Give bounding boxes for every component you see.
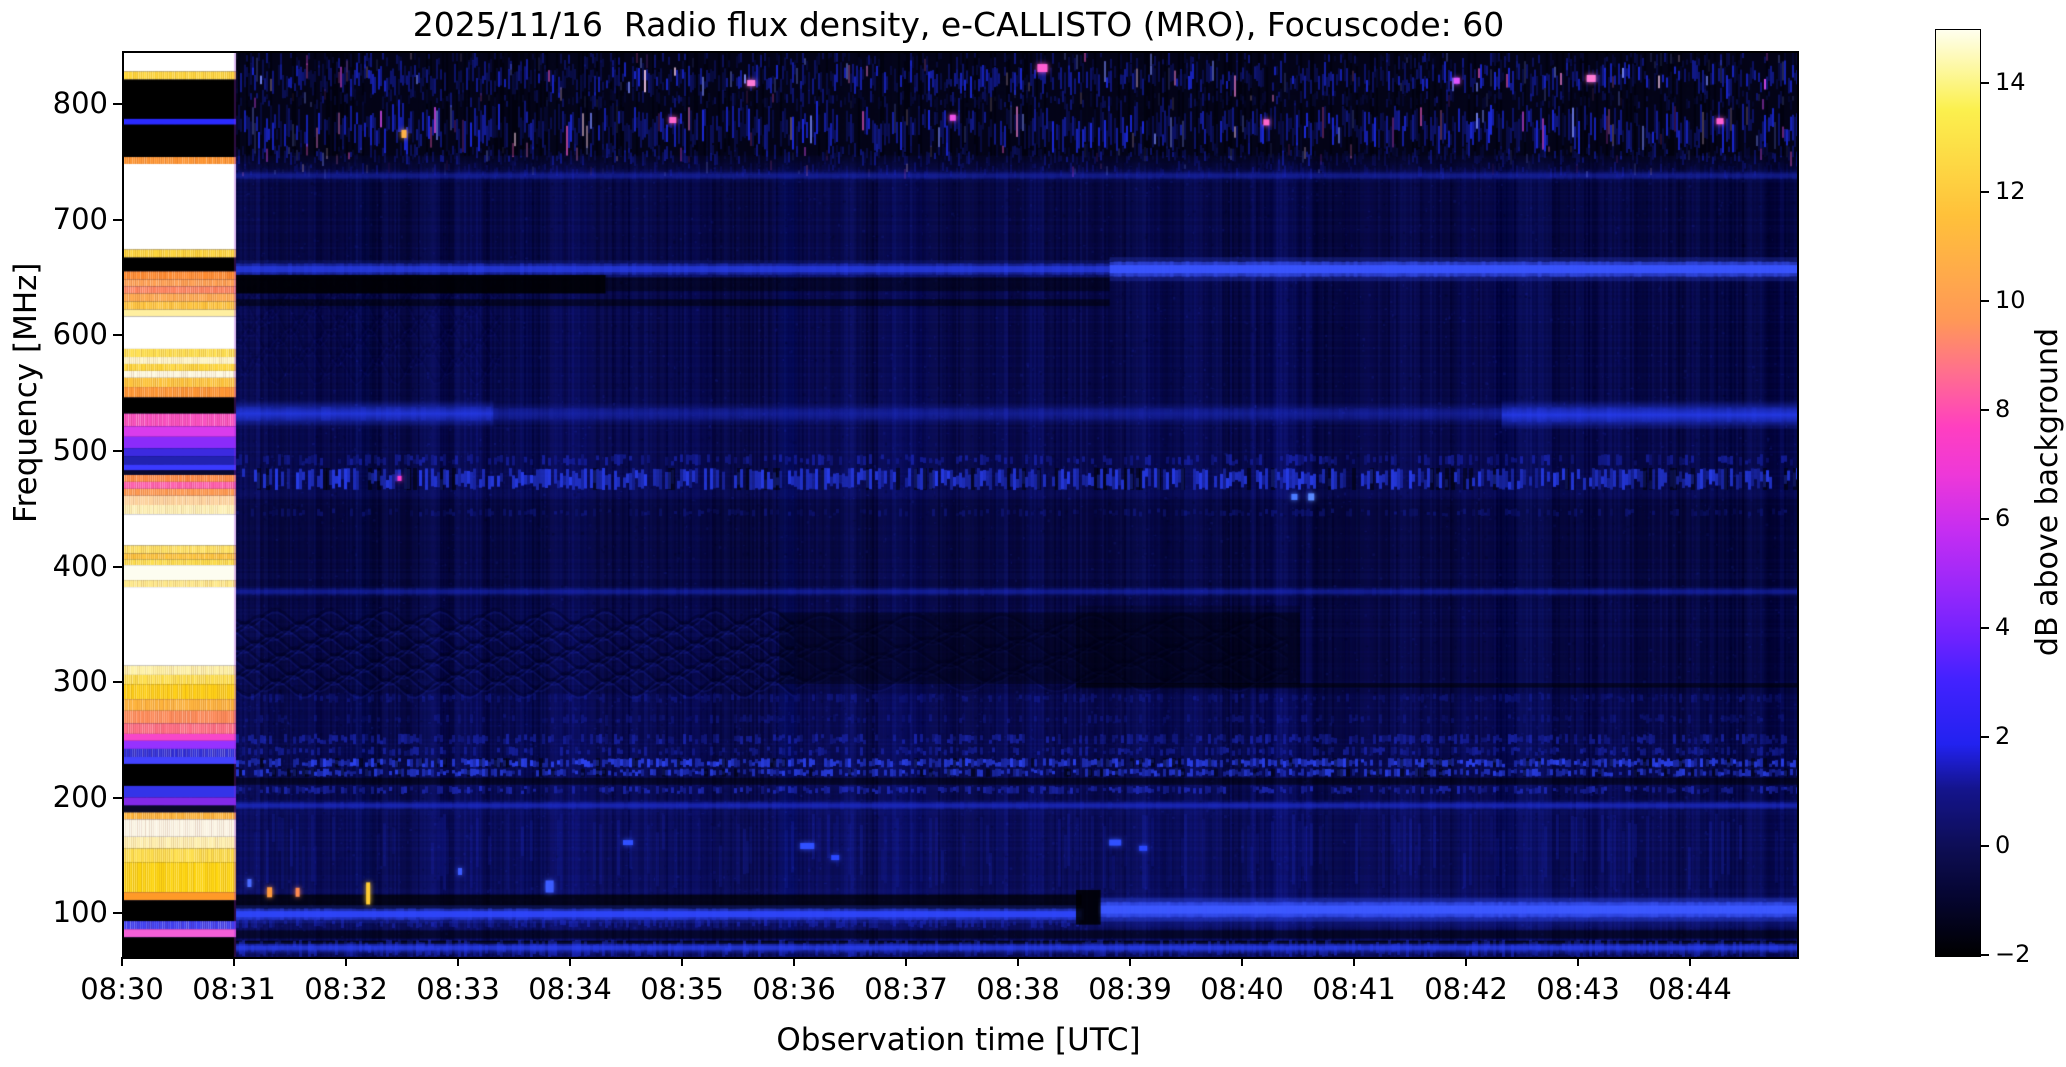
x-tick-mark: [905, 957, 907, 966]
colorbar-tick-mark: [1981, 82, 1989, 85]
y-tick-mark: [113, 103, 122, 106]
x-tick-mark: [681, 957, 683, 966]
colorbar-tick-label: 4: [1995, 613, 2011, 642]
x-tick-mark: [1577, 957, 1579, 966]
colorbar-tick-mark: [1981, 954, 1989, 956]
colorbar-tick-mark: [1981, 300, 1989, 303]
y-tick-label: 800: [52, 86, 108, 121]
colorbar-tick-label: −2: [1995, 940, 2031, 968]
y-tick-mark: [113, 218, 122, 221]
colorbar-tick-label: 12: [1995, 177, 2026, 206]
colorbar-tick-mark: [1981, 518, 1989, 521]
x-tick-label: 08:31: [192, 972, 276, 1006]
colorbar-tick-label: 14: [1995, 68, 2026, 97]
spectrogram-plot: [122, 51, 1799, 959]
x-tick-mark: [793, 957, 795, 966]
x-tick-label: 08:44: [1648, 972, 1732, 1006]
y-tick-label: 700: [52, 201, 108, 236]
x-tick-label: 08:38: [976, 972, 1060, 1006]
x-tick-label: 08:30: [80, 972, 164, 1006]
colorbar-tick-mark: [1981, 409, 1989, 412]
colorbar-tick-label: 10: [1995, 286, 2026, 315]
colorbar: [1935, 29, 1981, 957]
x-tick-label: 08:41: [1312, 972, 1396, 1006]
colorbar-tick-mark: [1981, 627, 1989, 630]
y-tick-label: 200: [52, 779, 108, 814]
x-tick-label: 08:42: [1424, 972, 1508, 1006]
x-tick-label: 08:39: [1088, 972, 1172, 1006]
colorbar-label: dB above background: [2030, 327, 2065, 657]
x-tick-mark: [1689, 957, 1691, 966]
x-tick-mark: [457, 957, 459, 966]
colorbar-tick-label: 6: [1995, 504, 2011, 533]
x-tick-mark: [1017, 957, 1019, 966]
colorbar-tick-mark: [1981, 736, 1989, 739]
y-tick-label: 100: [52, 895, 108, 930]
y-tick-mark: [113, 912, 122, 915]
y-tick-label: 300: [52, 664, 108, 699]
x-tick-label: 08:34: [528, 972, 612, 1006]
colorbar-tick-label: 2: [1995, 722, 2011, 751]
x-tick-mark: [121, 957, 123, 966]
x-tick-mark: [1353, 957, 1355, 966]
x-tick-label: 08:43: [1536, 972, 1620, 1006]
y-tick-mark: [113, 334, 122, 337]
x-tick-label: 08:33: [416, 972, 500, 1006]
x-tick-label: 08:36: [752, 972, 836, 1006]
x-axis-label: Observation time [UTC]: [776, 1022, 1141, 1058]
y-tick-mark: [113, 681, 122, 684]
y-axis-label: Frequency [MHz]: [8, 262, 44, 523]
x-tick-label: 08:32: [304, 972, 388, 1006]
colorbar-tick-label: 0: [1995, 831, 2011, 860]
y-tick-label: 600: [52, 317, 108, 352]
x-tick-mark: [233, 957, 235, 966]
y-tick-mark: [113, 565, 122, 568]
colorbar-tick-mark: [1981, 191, 1989, 194]
y-tick-mark: [113, 449, 122, 452]
colorbar-tick-mark: [1981, 845, 1989, 848]
x-tick-mark: [1241, 957, 1243, 966]
y-tick-mark: [113, 796, 122, 799]
x-tick-label: 08:35: [640, 972, 724, 1006]
x-tick-label: 08:40: [1200, 972, 1284, 1006]
x-tick-label: 08:37: [864, 972, 948, 1006]
chart-title: 2025/11/16 Radio flux density, e-CALLIST…: [412, 5, 1505, 44]
x-tick-mark: [1465, 957, 1467, 966]
x-tick-mark: [1129, 957, 1131, 966]
x-tick-mark: [569, 957, 571, 966]
spectrogram-canvas: [124, 53, 1797, 957]
colorbar-tick-label: 8: [1995, 395, 2011, 424]
x-tick-mark: [345, 957, 347, 966]
y-tick-label: 400: [52, 548, 108, 583]
y-tick-label: 500: [52, 432, 108, 467]
